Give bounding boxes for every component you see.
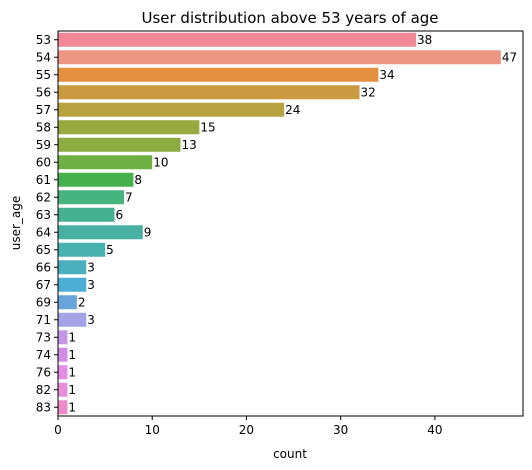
y-tick-label: 63 <box>36 208 51 222</box>
bar-57 <box>58 102 285 117</box>
y-tick-label: 56 <box>36 85 51 99</box>
bar-67 <box>58 277 87 292</box>
data-label: 1 <box>68 330 76 344</box>
bar-61 <box>58 172 134 187</box>
bar-76 <box>58 365 68 380</box>
plot-frame <box>57 30 524 417</box>
data-label: 2 <box>78 295 86 309</box>
y-tick-label: 67 <box>36 278 51 292</box>
x-tick-label: 30 <box>333 423 348 437</box>
y-tick-label: 58 <box>36 120 51 134</box>
y-tick-label: 60 <box>36 155 51 169</box>
bar-54 <box>58 50 501 65</box>
bar-63 <box>58 207 115 222</box>
data-label: 3 <box>87 278 95 292</box>
data-label: 7 <box>125 190 133 204</box>
data-label: 13 <box>181 138 196 152</box>
y-tick-label: 71 <box>36 313 51 327</box>
bar-60 <box>58 155 153 170</box>
bar-82 <box>58 382 68 397</box>
x-ticks: 0 10 20 30 40 <box>54 416 443 437</box>
y-tick-label: 69 <box>36 295 51 309</box>
y-tick-label: 66 <box>36 260 51 274</box>
x-tick-label: 20 <box>239 423 254 437</box>
data-label: 3 <box>87 313 95 327</box>
x-tick-label: 0 <box>54 423 62 437</box>
y-tick-label: 64 <box>36 225 51 239</box>
y-axis-label: user_age <box>9 196 23 251</box>
data-label: 24 <box>285 103 300 117</box>
bar-73 <box>58 330 68 345</box>
data-label: 6 <box>116 208 124 222</box>
data-label: 47 <box>502 50 517 64</box>
y-tick-label: 54 <box>36 50 51 64</box>
bar-64 <box>58 225 143 240</box>
y-tick-label: 62 <box>36 190 51 204</box>
bar-62 <box>58 190 124 205</box>
bar-58 <box>58 120 200 135</box>
y-tick-labels: 53 54 55 56 57 58 59 60 61 62 63 64 65 66 67 69 71 73 74 76… <box>36 33 58 414</box>
chart-title: User distribution above 53 years of age <box>141 9 438 27</box>
y-tick-label: 55 <box>36 68 51 82</box>
data-label: 1 <box>68 348 76 362</box>
y-tick-label: 76 <box>36 365 51 379</box>
bar-59 <box>58 137 181 152</box>
y-tick-label: 83 <box>36 400 51 414</box>
bar-53 <box>58 32 417 47</box>
y-tick-label: 82 <box>36 383 51 397</box>
data-label: 10 <box>153 155 168 169</box>
bars-group <box>58 32 501 415</box>
y-tick-label: 57 <box>36 103 51 117</box>
bar-66 <box>58 260 87 275</box>
bar-56 <box>58 85 360 100</box>
y-tick-label: 74 <box>36 348 51 362</box>
x-axis-label: count <box>273 447 307 461</box>
y-tick-label: 61 <box>36 173 51 187</box>
data-label: 8 <box>134 173 142 187</box>
bar-69 <box>58 295 77 310</box>
data-label: 1 <box>68 400 76 414</box>
data-label: 34 <box>379 68 394 82</box>
y-tick-label: 59 <box>36 138 51 152</box>
bar-55 <box>58 67 379 82</box>
bar-65 <box>58 242 106 257</box>
data-label: 15 <box>200 120 215 134</box>
y-tick-label: 65 <box>36 243 51 257</box>
bar-74 <box>58 347 68 362</box>
data-label: 32 <box>361 85 376 99</box>
data-label: 5 <box>106 243 114 257</box>
data-label: 1 <box>68 383 76 397</box>
data-label: 1 <box>68 365 76 379</box>
data-label: 38 <box>417 33 432 47</box>
bar-71 <box>58 312 87 327</box>
x-tick-label: 10 <box>145 423 160 437</box>
y-tick-label: 73 <box>36 330 51 344</box>
y-tick-label: 53 <box>36 33 51 47</box>
x-tick-label: 40 <box>427 423 442 437</box>
data-label: 3 <box>87 260 95 274</box>
bar-83 <box>58 400 68 415</box>
data-label: 9 <box>144 225 152 239</box>
